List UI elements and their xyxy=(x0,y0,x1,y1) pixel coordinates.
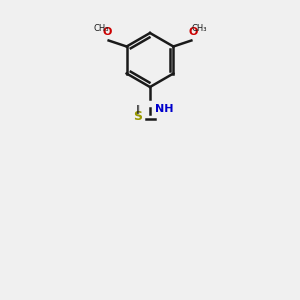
Text: NH: NH xyxy=(154,103,173,113)
Text: ‖: ‖ xyxy=(136,105,140,114)
Text: CH₃: CH₃ xyxy=(93,24,109,33)
Text: S: S xyxy=(134,110,142,124)
Text: CH₃: CH₃ xyxy=(191,24,207,33)
Text: O: O xyxy=(188,28,198,38)
Text: O: O xyxy=(102,28,112,38)
